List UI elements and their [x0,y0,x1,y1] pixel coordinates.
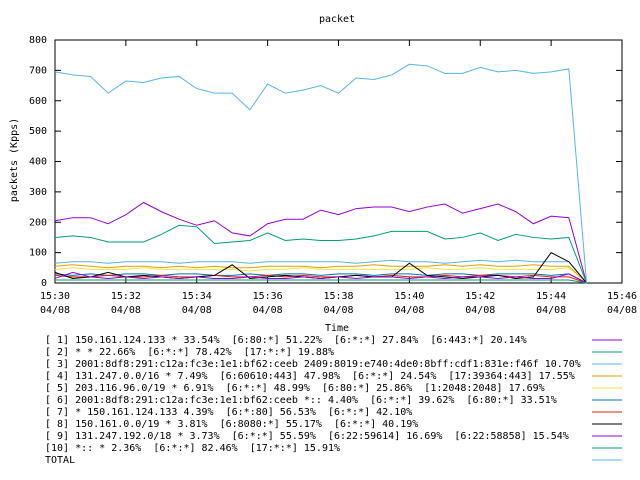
y-tick-label: 600 [29,96,47,107]
series-line [54,224,588,284]
x-tick-label: 15:36 [253,291,283,302]
legend-label: [ 6] 2001:8df8:291:c12a:fc3e:1e1:bf62:ce… [45,395,557,406]
legend-label: [ 5] 203.116.96.0/19 * 6.91% [6:*:*] 48.… [45,383,545,394]
y-tick-label: 500 [29,126,47,137]
x-tick-label: 15:46 [607,291,637,302]
x-tick-label: 15:34 [182,291,212,302]
legend-label: [ 7] * 150.161.124.133 4.39% [6:*:80] 56… [45,407,412,418]
x-tick-date: 04/08 [253,305,283,316]
legend-label: TOTAL [45,455,75,466]
x-tick-date: 04/08 [465,305,495,316]
x-axis-label: Time [325,323,349,334]
legend-label: [ 8] 150.161.0.0/19 * 3.81% [6:8080:*] 5… [45,419,418,430]
x-tick-label: 15:32 [111,291,141,302]
x-tick-label: 15:30 [40,291,70,302]
y-tick-label: 800 [29,35,47,46]
legend-label: [ 2] * * 22.66% [6:*:*] 78.42% [17:*:*] … [45,347,334,358]
legend-label: [ 1] 150.161.124.133 * 33.54% [6:80:*] 5… [45,335,527,346]
x-tick-date: 04/08 [536,305,566,316]
series-line [54,264,587,284]
series-line [54,63,588,284]
x-tick-label: 15:40 [394,291,424,302]
y-tick-label: 300 [29,187,47,198]
series-line [54,273,587,284]
x-tick-label: 15:38 [323,291,353,302]
y-tick-label: 200 [29,217,47,228]
y-axis-label: packets (Kpps) [9,118,20,202]
series-line [54,271,587,284]
series-line [54,267,587,284]
series-line [54,259,587,284]
legend-label: [ 3] 2001:8df8:291:c12a:fc3e:1e1:bf62:ce… [45,359,581,370]
chart-title: packet [319,14,355,25]
legend-label: [10] *:: * 2.36% [6:*:*] 82.46% [17:*:*]… [45,443,340,454]
y-tick-label: 400 [29,157,47,168]
y-tick-label: 700 [29,65,47,76]
series-line [54,201,588,284]
y-tick-label: 0 [41,278,47,289]
x-tick-date: 04/08 [40,305,70,316]
x-tick-label: 15:42 [465,291,495,302]
x-tick-date: 04/08 [607,305,637,316]
x-tick-date: 04/08 [111,305,141,316]
series-line [55,279,587,284]
legend-label: [ 4] 131.247.0.0/16 * 7.49% [6:60610:443… [45,371,575,382]
x-tick-date: 04/08 [323,305,353,316]
x-tick-date: 04/08 [394,305,424,316]
y-tick-label: 100 [29,248,47,259]
x-tick-date: 04/08 [182,305,212,316]
x-tick-label: 15:44 [536,291,566,302]
legend-label: [ 9] 131.247.192.0/18 * 3.73% [6:*:*] 55… [45,431,569,442]
